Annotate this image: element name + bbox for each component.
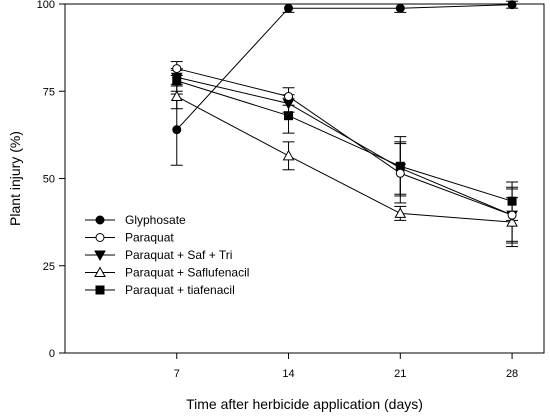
series-1-line-group: [176, 68, 513, 216]
series-3-markers: [170, 90, 518, 227]
axes: [64, 3, 545, 354]
plot-frame: [64, 3, 545, 354]
y-tick-label: 50: [43, 174, 55, 186]
x-tick-label: 28: [506, 368, 518, 380]
series-3-errorbars: [170, 83, 519, 248]
data-point: [284, 91, 294, 101]
y-tick-label: 25: [43, 261, 55, 273]
legend-label: Glyphosate: [125, 213, 186, 227]
legend-marker: [95, 233, 105, 242]
series-line: [176, 68, 513, 216]
ticks: 7 14 21 28 0 25 50 75 100: [37, 0, 519, 380]
legend-marker: [95, 215, 105, 225]
data-point: [395, 3, 405, 13]
data-point: [394, 207, 407, 218]
legend-label: Paraquat + tiafenacil: [125, 283, 235, 297]
data-point: [172, 64, 182, 74]
data-point: [282, 149, 295, 161]
series-0-line-group: [176, 4, 513, 130]
series-layer: [170, 0, 519, 248]
data-point: [284, 3, 294, 13]
legend-marker: [94, 266, 106, 277]
x-axis-title: Time after herbicide application (days): [186, 396, 423, 412]
data-point: [506, 216, 518, 227]
x-tick-label: 7: [174, 368, 180, 380]
data-point: [395, 168, 405, 178]
series-line: [176, 4, 513, 130]
y-tick-label: 100: [37, 0, 55, 11]
data-point: [507, 196, 517, 206]
data-point: [284, 111, 294, 121]
data-point: [394, 163, 407, 175]
series-3-line-group: [176, 96, 513, 223]
y-axis-title: Plant injury (%): [7, 131, 23, 226]
legend-item: Paraquat: [85, 231, 174, 245]
legend-marker: [95, 285, 105, 295]
data-point: [507, 0, 517, 10]
legend: Glyphosate Paraquat Paraquat + Saf + Tri Pa…: [85, 213, 249, 297]
series-2-line-group: [176, 76, 513, 216]
series-line: [176, 80, 513, 202]
data-point: [172, 125, 182, 135]
series-line: [176, 96, 513, 223]
series-line: [176, 76, 513, 216]
legend-label: Paraquat + Saflufenacil: [125, 266, 249, 280]
data-point: [507, 210, 517, 220]
series-4-line-group: [176, 80, 513, 202]
series-0-markers: [172, 0, 517, 135]
x-tick-label: 14: [282, 368, 294, 380]
y-tick-label: 75: [43, 86, 55, 98]
data-point: [170, 90, 183, 101]
y-tick-label: 0: [49, 348, 55, 360]
x-tick-label: 21: [394, 368, 406, 380]
legend-item: Glyphosate: [85, 213, 186, 227]
legend-marker: [94, 250, 106, 262]
legend-label: Paraquat: [125, 231, 174, 245]
legend-item: Paraquat + Saf + Tri: [85, 248, 232, 262]
data-point: [170, 72, 183, 84]
legend-label: Paraquat + Saf + Tri: [125, 248, 232, 262]
legend-item: Paraquat + Saflufenacil: [85, 266, 249, 280]
series-1-markers: [172, 64, 517, 220]
legend-item: Paraquat + tiafenacil: [85, 283, 235, 297]
